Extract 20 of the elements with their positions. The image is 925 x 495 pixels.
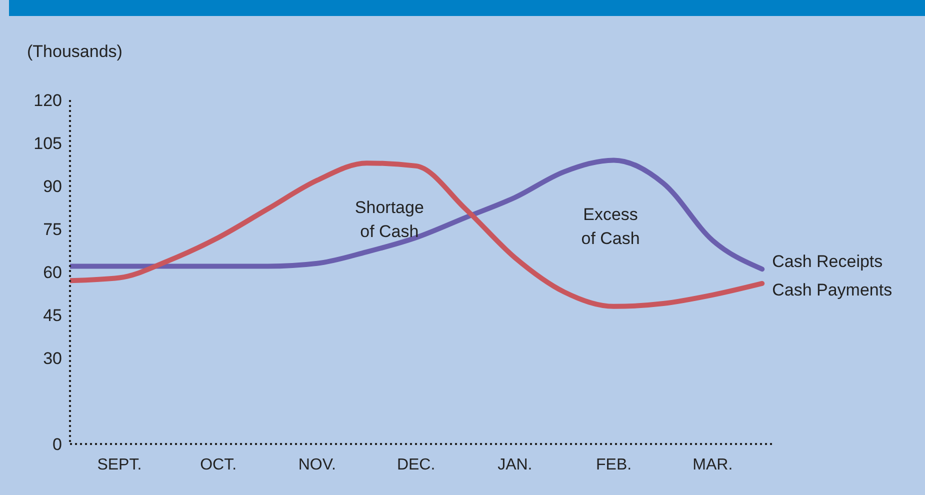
y-tick-label: 60 xyxy=(43,263,62,282)
x-tick-label: JAN. xyxy=(498,456,532,474)
y-tick-label: 105 xyxy=(34,134,62,154)
y-tick-label: 75 xyxy=(43,220,62,240)
x-tick-label: FEB. xyxy=(596,456,632,474)
series-label: Cash Payments xyxy=(772,280,892,300)
x-tick-label: SEPT. xyxy=(97,456,142,474)
y-tick-label: 0 xyxy=(52,435,62,454)
x-tick-label: OCT. xyxy=(200,456,237,474)
series-label: Cash Receipts xyxy=(772,252,883,272)
y-tick-label: 120 xyxy=(34,91,62,110)
y-tick-label: 90 xyxy=(43,177,62,196)
y-tick-label: 45 xyxy=(43,306,62,326)
annotation: Excess of Cash xyxy=(580,204,641,250)
y-axis-title: (Thousands) xyxy=(27,42,122,62)
x-tick-label: DEC. xyxy=(396,456,436,474)
y-tick-label: 30 xyxy=(43,349,62,368)
x-tick-label: NOV. xyxy=(298,456,336,474)
x-tick-label: MAR. xyxy=(692,456,733,474)
annotation: Shortage of Cash xyxy=(354,197,425,244)
